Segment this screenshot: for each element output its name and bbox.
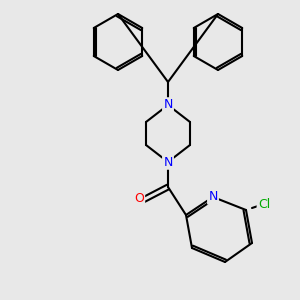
Text: N: N	[163, 98, 173, 112]
Text: N: N	[208, 190, 218, 203]
Text: N: N	[163, 155, 173, 169]
Text: Cl: Cl	[258, 197, 270, 211]
Text: O: O	[134, 193, 144, 206]
